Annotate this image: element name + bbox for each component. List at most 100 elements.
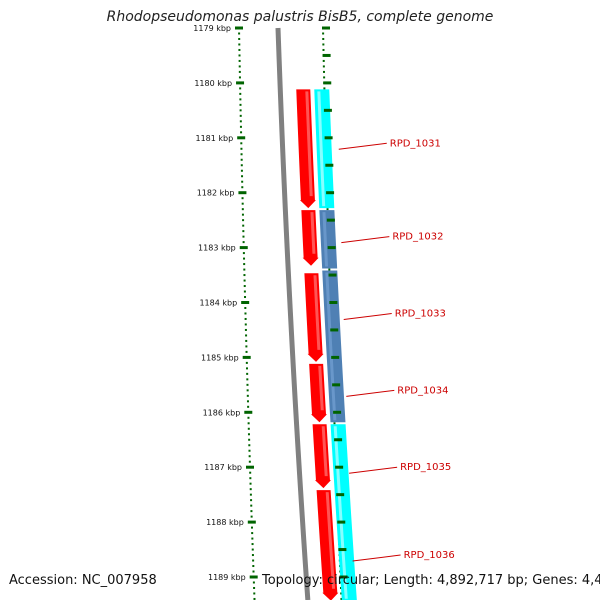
minor-tick-inner (253, 592, 256, 595)
minor-tick-inner (247, 422, 250, 425)
minor-tick-outer (322, 70, 325, 73)
minor-tick-inner (244, 323, 247, 326)
outer-major-tick (324, 136, 333, 140)
minor-tick-inner (246, 378, 249, 381)
minor-tick-inner (249, 477, 252, 480)
outer-major-tick (336, 493, 345, 497)
outer-major-tick (331, 355, 340, 359)
outer-major-tick (337, 520, 346, 524)
minor-tick-inner (238, 65, 241, 68)
minor-tick-inner (253, 586, 256, 589)
tick-label: 1179 kbp (193, 24, 231, 33)
minor-tick-outer (322, 59, 325, 62)
minor-tick-inner (239, 114, 242, 117)
outer-major-tick (326, 191, 335, 195)
minor-tick-inner (246, 383, 249, 386)
tick-label: 1185 kbp (201, 353, 239, 362)
forward-cds-arrow (309, 363, 327, 423)
minor-tick-inner (239, 125, 242, 128)
minor-tick-inner (239, 87, 242, 90)
minor-tick-inner (245, 350, 248, 353)
minor-tick-outer (323, 76, 326, 79)
minor-tick-inner (246, 394, 249, 397)
minor-tick-outer (339, 586, 342, 589)
minor-tick-inner (241, 213, 244, 216)
minor-tick-inner (249, 482, 252, 485)
major-tick (235, 26, 243, 30)
minor-tick-inner (248, 455, 251, 458)
outer-major-tick (335, 465, 344, 469)
forward-cds-arrow (312, 424, 331, 489)
minor-tick-inner (252, 559, 255, 562)
minor-tick-inner (239, 92, 242, 95)
minor-tick-inner (241, 180, 244, 183)
forward-cds-arrow (301, 210, 319, 266)
minor-tick-inner (245, 334, 248, 337)
outer-major-tick (322, 26, 330, 30)
outer-major-tick (332, 383, 341, 387)
minor-tick-inner (247, 405, 250, 408)
minor-tick-outer (340, 597, 343, 600)
minor-tick-inner (240, 169, 243, 172)
minor-tick-inner (245, 361, 248, 364)
minor-tick-inner (251, 532, 254, 535)
minor-tick-inner (249, 488, 252, 491)
outer-major-tick (327, 246, 336, 250)
tick-label: 1182 kbp (197, 189, 235, 198)
minor-tick-inner (246, 389, 249, 392)
minor-tick-inner (242, 241, 245, 244)
reverse-cds-highlight (317, 91, 326, 207)
minor-tick-outer (322, 48, 325, 51)
minor-tick-inner (238, 59, 241, 62)
map-title: Rhodopseudomonas palustris BisB5, comple… (106, 9, 494, 25)
gene-label: RPD_1036 (404, 550, 455, 561)
forward-cds-highlight (325, 492, 336, 589)
outer-major-tick (323, 108, 332, 112)
gene-label: RPD_1031 (390, 138, 441, 149)
minor-tick-outer (322, 65, 325, 68)
minor-tick-inner (239, 103, 242, 106)
minor-tick-inner (241, 208, 244, 211)
minor-tick-inner (243, 274, 246, 277)
outer-major-tick (334, 438, 343, 442)
gene-label: RPD_1034 (397, 385, 448, 396)
minor-tick-inner (247, 416, 250, 419)
outer-major-tick (325, 163, 334, 167)
minor-tick-inner (252, 565, 255, 568)
minor-tick-inner (249, 493, 252, 496)
minor-tick-inner (251, 537, 254, 540)
minor-tick-outer (323, 87, 326, 90)
forward-cds-arrow (304, 273, 324, 362)
minor-tick-inner (251, 543, 254, 546)
minor-tick-inner (251, 548, 254, 551)
minor-tick-inner (243, 263, 246, 266)
minor-tick-inner (243, 285, 246, 288)
tick-label: 1187 kbp (204, 463, 242, 472)
minor-tick-inner (250, 526, 253, 529)
tick-label: 1189 kbp (208, 573, 246, 582)
outer-major-tick (333, 410, 342, 414)
minor-tick-inner (243, 279, 246, 282)
major-tick (241, 301, 250, 304)
gene-leader-line (352, 554, 401, 562)
major-tick (237, 136, 246, 140)
outer-major-tick (326, 218, 335, 222)
minor-tick-inner (238, 32, 241, 35)
topology-text: Topology: circular; Length: 4,892,717 bp… (262, 573, 600, 588)
minor-tick-inner (250, 510, 253, 513)
minor-tick-inner (247, 427, 250, 430)
minor-tick-inner (239, 109, 242, 112)
minor-tick-outer (326, 208, 329, 211)
minor-tick-inner (244, 312, 247, 315)
minor-tick-inner (238, 43, 241, 46)
minor-tick-inner (247, 433, 250, 436)
gene-leader-line (338, 142, 387, 150)
minor-tick-inner (240, 158, 243, 161)
minor-tick-inner (252, 581, 255, 584)
forward-cds-highlight (321, 426, 328, 477)
minor-tick-inner (239, 120, 242, 123)
minor-tick-inner (238, 76, 241, 79)
minor-tick-outer (322, 32, 325, 35)
minor-tick-inner (239, 98, 242, 101)
minor-tick-outer (333, 422, 336, 425)
